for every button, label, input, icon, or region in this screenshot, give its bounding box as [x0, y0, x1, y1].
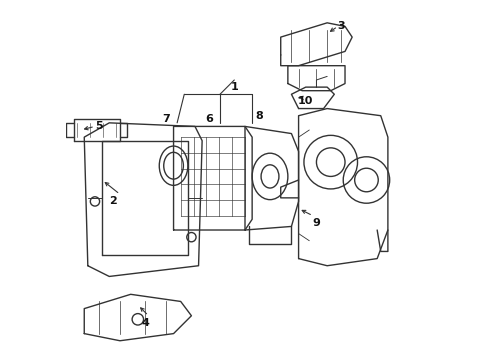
Text: 5: 5 — [95, 121, 102, 131]
Text: 1: 1 — [230, 82, 238, 92]
Text: 6: 6 — [205, 114, 213, 124]
Text: 2: 2 — [109, 197, 117, 206]
Text: 3: 3 — [338, 21, 345, 31]
Text: 4: 4 — [141, 318, 149, 328]
Text: 10: 10 — [298, 96, 314, 107]
Text: 8: 8 — [255, 111, 263, 121]
Text: 7: 7 — [163, 114, 171, 124]
Text: 9: 9 — [313, 218, 320, 228]
